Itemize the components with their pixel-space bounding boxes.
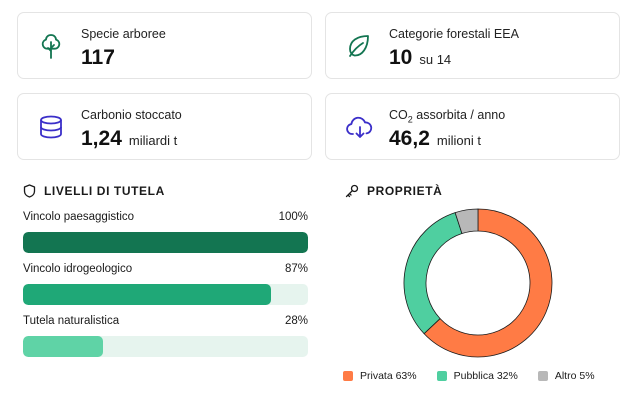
ownership-section-title: PROPRIETÀ xyxy=(345,184,442,198)
stat-unit: miliardi t xyxy=(128,133,178,148)
shield-icon xyxy=(23,184,36,198)
protection-bar-label: Vincolo paesaggistico xyxy=(23,211,135,223)
protection-bar-fill xyxy=(23,284,271,305)
co2-label-subscript: 2 xyxy=(407,114,413,125)
stat-value: 117 xyxy=(81,46,115,69)
ownership-donut-chart xyxy=(403,208,553,358)
legend-item: Altro 5% xyxy=(537,370,595,382)
stat-label: Categorie forestali EEA xyxy=(389,27,519,41)
protection-title: LIVELLI DI TUTELA xyxy=(44,184,165,198)
cloud-download-icon xyxy=(346,116,373,138)
donut-slice[interactable] xyxy=(423,208,553,358)
ownership-legend: Privata 63% Pubblica 32% Altro 5% xyxy=(343,370,595,382)
stat-card-species: Specie arboree 117 xyxy=(17,12,312,79)
legend-item: Privata 63% xyxy=(343,370,417,382)
legend-swatch xyxy=(537,371,548,381)
stat-card-co2: CO2 assorbita / anno 46,2 milioni t xyxy=(325,93,620,160)
protection-bar-fill xyxy=(23,232,308,253)
protection-bar-track xyxy=(23,336,308,357)
legend-swatch xyxy=(343,371,353,381)
key-icon xyxy=(345,184,359,198)
protection-bar-percent: 28% xyxy=(284,315,308,327)
donut-slice[interactable] xyxy=(454,208,479,235)
protection-bar-label: Tutela naturalistica xyxy=(23,315,120,327)
protection-bar-label: Vincolo idrogeologico xyxy=(23,263,133,275)
stat-unit: su 14 xyxy=(419,52,452,67)
protection-bar-track xyxy=(23,232,308,253)
stat-label: CO2 assorbita / anno xyxy=(389,108,505,125)
co2-label-prefix: CO xyxy=(389,108,408,122)
stat-unit: milioni t xyxy=(436,133,481,148)
co2-label-suffix: assorbita / anno xyxy=(412,108,506,122)
protection-bar-row: Tutela naturalistica 28% xyxy=(23,315,308,357)
stat-value: 10 xyxy=(389,46,413,69)
leaf-icon xyxy=(349,35,369,57)
tree-icon xyxy=(41,34,61,59)
legend-swatch xyxy=(436,371,447,381)
stat-label: Specie arboree xyxy=(81,27,166,41)
donut-slice[interactable] xyxy=(403,212,463,335)
legend-item: Pubblica 32% xyxy=(436,370,518,382)
stat-card-forest-categories: Categorie forestali EEA 10 su 14 xyxy=(325,12,620,79)
legend-label: Pubblica 32% xyxy=(453,370,518,382)
protection-bar-track xyxy=(23,284,308,305)
protection-section-title: LIVELLI DI TUTELA xyxy=(23,184,165,198)
ownership-title: PROPRIETÀ xyxy=(367,184,443,198)
stat-card-carbon: Carbonio stoccato 1,24 miliardi t xyxy=(17,93,312,160)
protection-bar-fill xyxy=(23,336,103,357)
protection-bar-percent: 100% xyxy=(278,211,308,223)
stat-value: 1,24 xyxy=(81,127,122,150)
protection-bar-row: Vincolo idrogeologico 87% xyxy=(23,263,308,305)
legend-label: Privata 63% xyxy=(360,370,417,382)
protection-bar-percent: 87% xyxy=(284,263,308,275)
stat-value: 46,2 xyxy=(389,127,430,150)
stat-label: Carbonio stoccato xyxy=(81,108,182,122)
protection-bar-row: Vincolo paesaggistico 100% xyxy=(23,211,308,253)
database-icon xyxy=(40,115,62,139)
legend-label: Altro 5% xyxy=(554,370,595,382)
